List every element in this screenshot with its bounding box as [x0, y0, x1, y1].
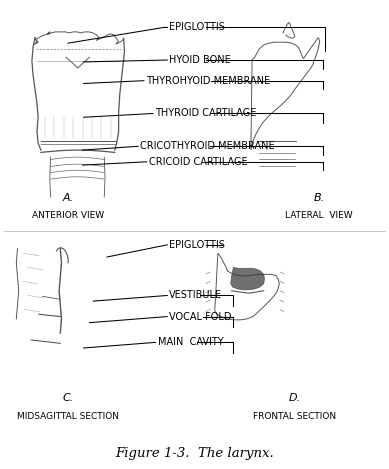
- Text: LATERAL  VIEW: LATERAL VIEW: [285, 211, 353, 220]
- Text: CRICOID CARTILAGE: CRICOID CARTILAGE: [149, 157, 247, 167]
- Text: FRONTAL SECTION: FRONTAL SECTION: [253, 412, 336, 421]
- Text: VOCAL FOLD: VOCAL FOLD: [169, 311, 232, 322]
- Text: THYROID CARTILAGE: THYROID CARTILAGE: [155, 108, 256, 119]
- Text: ANTERIOR VIEW: ANTERIOR VIEW: [32, 211, 104, 220]
- Polygon shape: [231, 267, 265, 290]
- Text: EPIGLOTTIS: EPIGLOTTIS: [169, 22, 225, 32]
- Text: THYROHYOID MEMBRANE: THYROHYOID MEMBRANE: [146, 76, 270, 86]
- Text: C.: C.: [63, 393, 74, 403]
- Text: MAIN  CAVITY: MAIN CAVITY: [158, 337, 223, 348]
- Text: CRICOTHYROID MEMBRANE: CRICOTHYROID MEMBRANE: [140, 141, 275, 151]
- Text: B.: B.: [314, 193, 324, 203]
- Text: D.: D.: [289, 393, 301, 403]
- Text: VESTIBULE: VESTIBULE: [169, 290, 223, 301]
- Text: EPIGLOTTIS: EPIGLOTTIS: [169, 240, 225, 250]
- Text: A.: A.: [62, 193, 74, 203]
- Text: Figure 1-3.  The larynx.: Figure 1-3. The larynx.: [115, 447, 274, 461]
- Text: MIDSAGITTAL SECTION: MIDSAGITTAL SECTION: [17, 412, 119, 421]
- Text: HYOID BONE: HYOID BONE: [169, 55, 231, 65]
